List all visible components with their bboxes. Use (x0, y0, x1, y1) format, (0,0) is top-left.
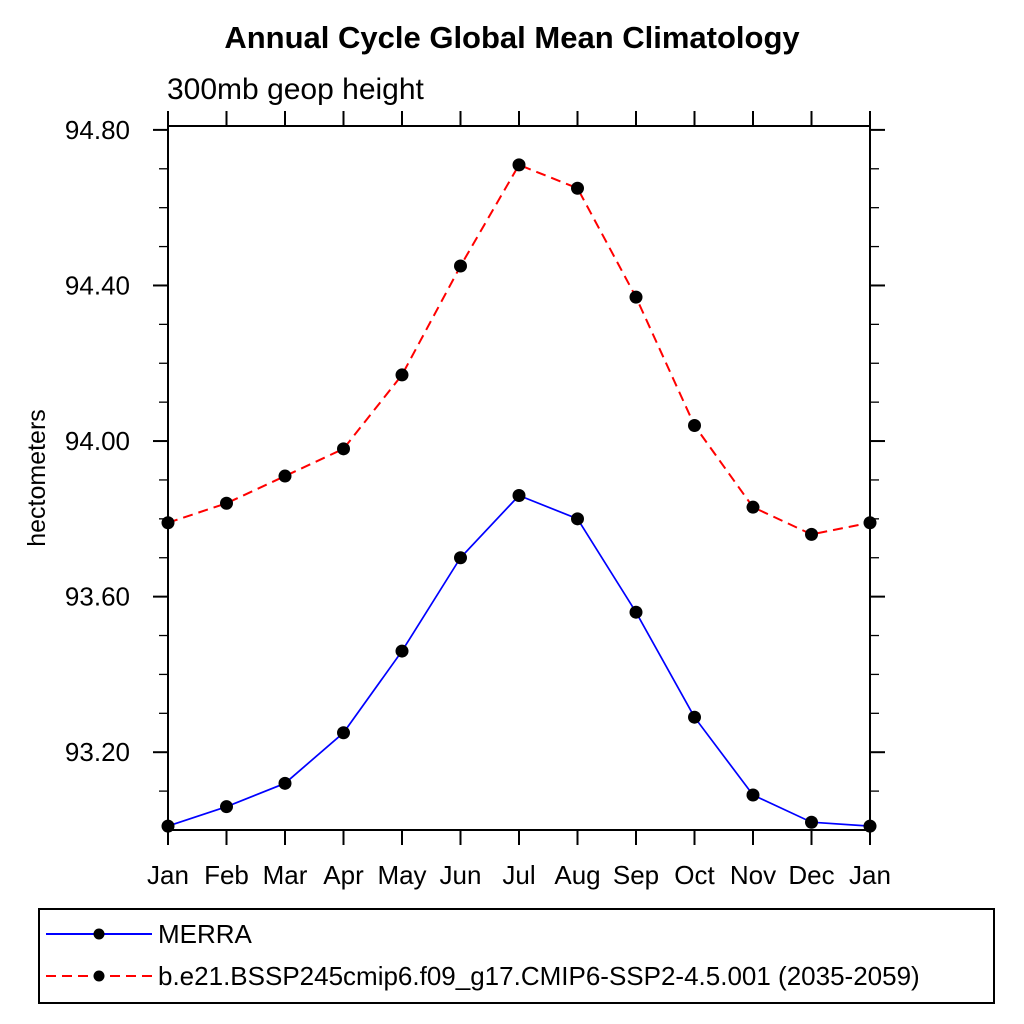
y-tick-label: 93.60 (65, 582, 130, 612)
x-tick-label: Jan (147, 860, 189, 890)
series-line-1 (167, 163, 871, 536)
series-marker-0 (220, 800, 233, 814)
series-marker-0 (629, 605, 643, 619)
legend-box: MERRA b.e21.BSSP245cmip6.f09_g17.CMIP6-SS… (38, 908, 995, 1004)
chart-title: Annual Cycle Global Mean Climatology (224, 20, 800, 55)
legend-label-1: b.e21.BSSP245cmip6.f09_g17.CMIP6-SSP2-4.… (158, 960, 920, 991)
y-tick-label: 94.40 (65, 270, 130, 300)
series-marker-0 (512, 489, 526, 503)
series-marker-0 (571, 512, 584, 526)
x-tick-label: Oct (674, 860, 715, 890)
x-tick-label: Sep (613, 860, 659, 890)
x-tick-label: Mar (263, 860, 308, 890)
x-tick-label: Apr (323, 860, 364, 890)
series-marker-1 (746, 500, 760, 514)
y-tick-label: 93.20 (65, 737, 130, 767)
series-marker-0 (395, 644, 409, 658)
x-tick-label: Dec (788, 860, 834, 890)
series-marker-1 (688, 418, 701, 432)
legend-sample-marker-1 (93, 970, 105, 982)
y-tick-label: 94.80 (65, 115, 130, 145)
series-marker-1 (161, 516, 175, 530)
series-marker-1 (454, 259, 467, 273)
series-marker-0 (746, 788, 760, 802)
x-tick-label: Jul (502, 860, 535, 890)
series-marker-1 (220, 496, 233, 510)
x-tick-label: Feb (204, 860, 249, 890)
series-marker-0 (278, 776, 292, 790)
series-marker-0 (337, 726, 350, 740)
series-marker-1 (571, 181, 584, 195)
legend-item-1: b.e21.BSSP245cmip6.f09_g17.CMIP6-SSP2-4.… (44, 961, 920, 991)
x-tick-label: May (377, 860, 426, 890)
series-marker-1 (805, 527, 818, 541)
legend-line-sample-1 (46, 970, 152, 982)
series-marker-0 (454, 551, 467, 565)
series-marker-1 (629, 290, 643, 304)
series-marker-0 (161, 819, 175, 833)
legend-label-0: MERRA (158, 918, 252, 949)
plot-border (167, 125, 871, 831)
y-tick-label: 94.00 (65, 426, 130, 456)
legend-sample-marker-0 (93, 928, 105, 940)
series-marker-0 (805, 815, 818, 829)
series-marker-1 (512, 158, 526, 172)
x-tick-label: Aug (554, 860, 600, 890)
series-line-0 (167, 494, 871, 827)
x-tick-label: Nov (730, 860, 776, 890)
legend-item-0: MERRA (44, 919, 252, 949)
series-marker-1 (278, 469, 292, 483)
series-marker-1 (337, 442, 350, 456)
series-marker-1 (395, 368, 409, 382)
x-tick-label: Jun (440, 860, 482, 890)
chart-subtitle: 300mb geop height (167, 73, 424, 106)
legend-line-sample-0 (46, 928, 152, 940)
series-marker-0 (688, 710, 701, 724)
series-marker-1 (863, 516, 877, 530)
series-marker-0 (863, 819, 877, 833)
x-tick-label: Jan (849, 860, 891, 890)
